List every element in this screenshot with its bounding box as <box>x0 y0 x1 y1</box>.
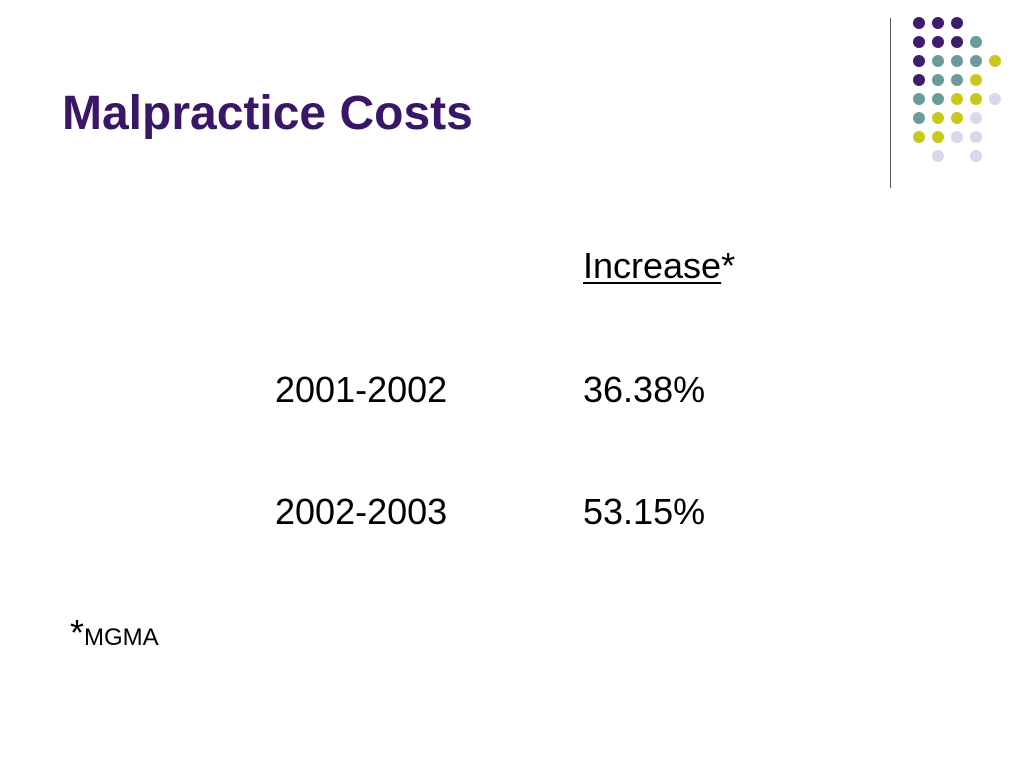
row-1-period: 2001-2002 <box>275 369 448 410</box>
dot <box>970 150 982 162</box>
dot <box>951 93 963 105</box>
dot <box>913 17 925 29</box>
dot <box>913 93 925 105</box>
dot <box>951 36 963 48</box>
dot <box>951 17 963 29</box>
footnote-mark: * <box>70 612 85 653</box>
dot <box>951 55 963 67</box>
column-header-footnote-mark: * <box>721 245 736 286</box>
dot <box>913 55 925 67</box>
dot <box>951 131 963 143</box>
dot <box>989 55 1001 67</box>
dot <box>913 36 925 48</box>
dot <box>951 112 963 124</box>
decorative-divider-line <box>890 18 891 188</box>
dot <box>932 112 944 124</box>
row-2-increase: 53.15% <box>583 491 706 532</box>
dot <box>932 150 944 162</box>
dot <box>913 74 925 86</box>
dot <box>913 131 925 143</box>
dot <box>932 74 944 86</box>
dot <box>932 131 944 143</box>
decorative-dot-grid <box>913 17 1001 162</box>
column-header-increase: Increase* <box>583 246 735 286</box>
dot <box>932 17 944 29</box>
row-1-increase: 36.38% <box>583 369 706 410</box>
dot <box>970 36 982 48</box>
dot <box>989 93 1001 105</box>
dot <box>932 93 944 105</box>
dot <box>932 36 944 48</box>
dot <box>970 74 982 86</box>
dot <box>951 74 963 86</box>
column-header-label: Increase <box>583 245 722 286</box>
dot <box>970 55 982 67</box>
row-2-period: 2002-2003 <box>275 491 448 532</box>
dot <box>913 112 925 124</box>
dot <box>970 93 982 105</box>
slide-title: Malpractice Costs <box>62 87 473 140</box>
dot <box>970 112 982 124</box>
dot <box>970 131 982 143</box>
footnote: *MGMA <box>70 612 159 654</box>
dot <box>932 55 944 67</box>
footnote-source: MGMA <box>84 624 159 651</box>
